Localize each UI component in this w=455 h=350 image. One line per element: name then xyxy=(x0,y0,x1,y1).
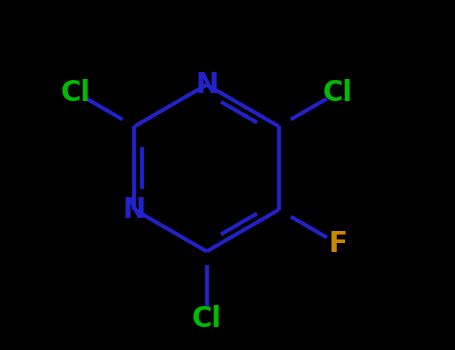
Text: Cl: Cl xyxy=(61,78,91,106)
Text: N: N xyxy=(195,71,218,99)
Text: N: N xyxy=(123,196,146,224)
Text: Cl: Cl xyxy=(323,78,353,106)
Text: F: F xyxy=(328,230,347,258)
Text: Cl: Cl xyxy=(192,305,222,333)
